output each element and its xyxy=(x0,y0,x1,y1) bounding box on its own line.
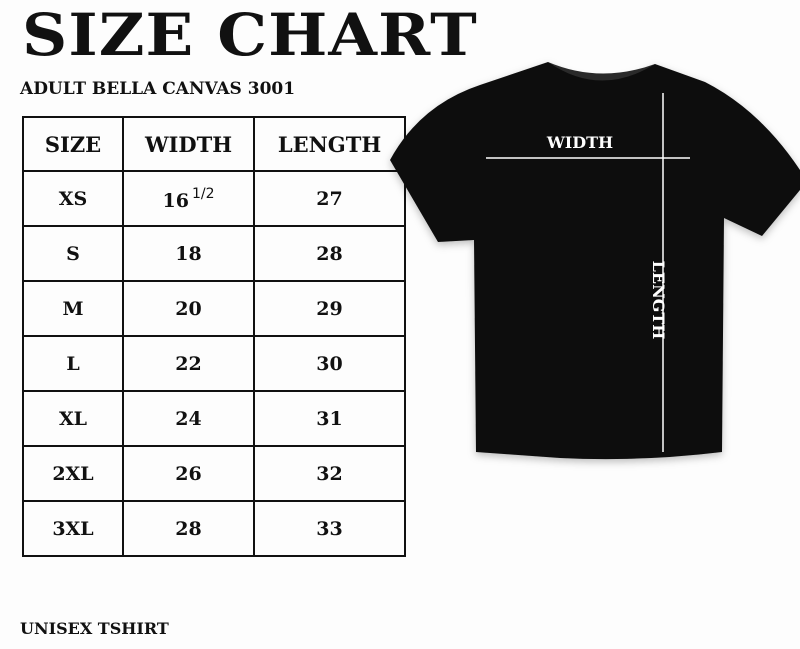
tshirt-shape xyxy=(390,62,800,460)
width-cell: 16 1/2 xyxy=(122,170,255,227)
table-row: 2XL 26 32 xyxy=(22,445,406,502)
width-cell: 22 xyxy=(122,335,255,392)
width-cell-value: 16 xyxy=(162,189,189,212)
table-row: XL 24 31 xyxy=(22,390,406,447)
length-cell: 33 xyxy=(253,500,406,557)
width-cell-value: 22 xyxy=(175,352,202,375)
length-cell: 29 xyxy=(253,280,406,337)
size-cell-value: XS xyxy=(58,187,88,210)
length-cell-value: 31 xyxy=(316,407,343,430)
size-cell-value: 2XL xyxy=(52,462,94,485)
width-cell-value: 24 xyxy=(175,407,202,430)
size-cell: 2XL xyxy=(22,445,124,502)
size-cell-value: L xyxy=(66,352,80,375)
width-cell: 26 xyxy=(122,445,255,502)
width-cell: 24 xyxy=(122,390,255,447)
width-cell: 28 xyxy=(122,500,255,557)
length-cell: 32 xyxy=(253,445,406,502)
footer-note: UNISEX TSHIRT xyxy=(20,619,169,638)
width-cell: 18 xyxy=(122,225,255,282)
length-cell-value: 30 xyxy=(316,352,343,375)
width-cell: 20 xyxy=(122,280,255,337)
size-cell-value: 3XL xyxy=(52,517,94,540)
size-cell: 3XL xyxy=(22,500,124,557)
width-cell-value: 18 xyxy=(175,242,202,265)
page-title: SIZE CHART xyxy=(22,1,478,69)
size-cell: L xyxy=(22,335,124,392)
size-cell-value: S xyxy=(66,242,80,265)
width-cell-value: 28 xyxy=(175,517,202,540)
table-header-row: SIZE WIDTH LENGTH xyxy=(22,116,406,172)
length-cell: 30 xyxy=(253,335,406,392)
header-length: LENGTH xyxy=(253,116,406,172)
header-width: WIDTH xyxy=(122,116,255,172)
length-cell-value: 29 xyxy=(316,297,343,320)
size-cell: S xyxy=(22,225,124,282)
length-cell: 28 xyxy=(253,225,406,282)
length-cell-value: 32 xyxy=(316,462,343,485)
width-cell-value: 26 xyxy=(175,462,202,485)
length-cell-value: 33 xyxy=(316,517,343,540)
width-fraction: 1/2 xyxy=(191,185,215,202)
width-cell-value: 20 xyxy=(175,297,202,320)
table-row: M 20 29 xyxy=(22,280,406,337)
table-row: XS 16 1/2 27 xyxy=(22,170,406,227)
size-cell: XL xyxy=(22,390,124,447)
header-size: SIZE xyxy=(22,116,124,172)
size-table: SIZE WIDTH LENGTH XS 16 1/2 27 S 18 28 M 20 29 L 22… xyxy=(22,116,406,557)
size-cell: M xyxy=(22,280,124,337)
size-cell-value: XL xyxy=(58,407,88,430)
table-row: L 22 30 xyxy=(22,335,406,392)
subtitle: ADULT BELLA CANVAS 3001 xyxy=(20,79,296,99)
table-row: S 18 28 xyxy=(22,225,406,282)
length-cell-value: 27 xyxy=(316,187,343,210)
width-label: WIDTH xyxy=(546,133,613,152)
length-cell-value: 28 xyxy=(316,242,343,265)
length-label: LENGTH xyxy=(649,261,668,340)
size-cell-value: M xyxy=(62,297,84,320)
length-cell: 27 xyxy=(253,170,406,227)
table-row: 3XL 28 33 xyxy=(22,500,406,557)
length-cell: 31 xyxy=(253,390,406,447)
size-cell: XS xyxy=(22,170,124,227)
